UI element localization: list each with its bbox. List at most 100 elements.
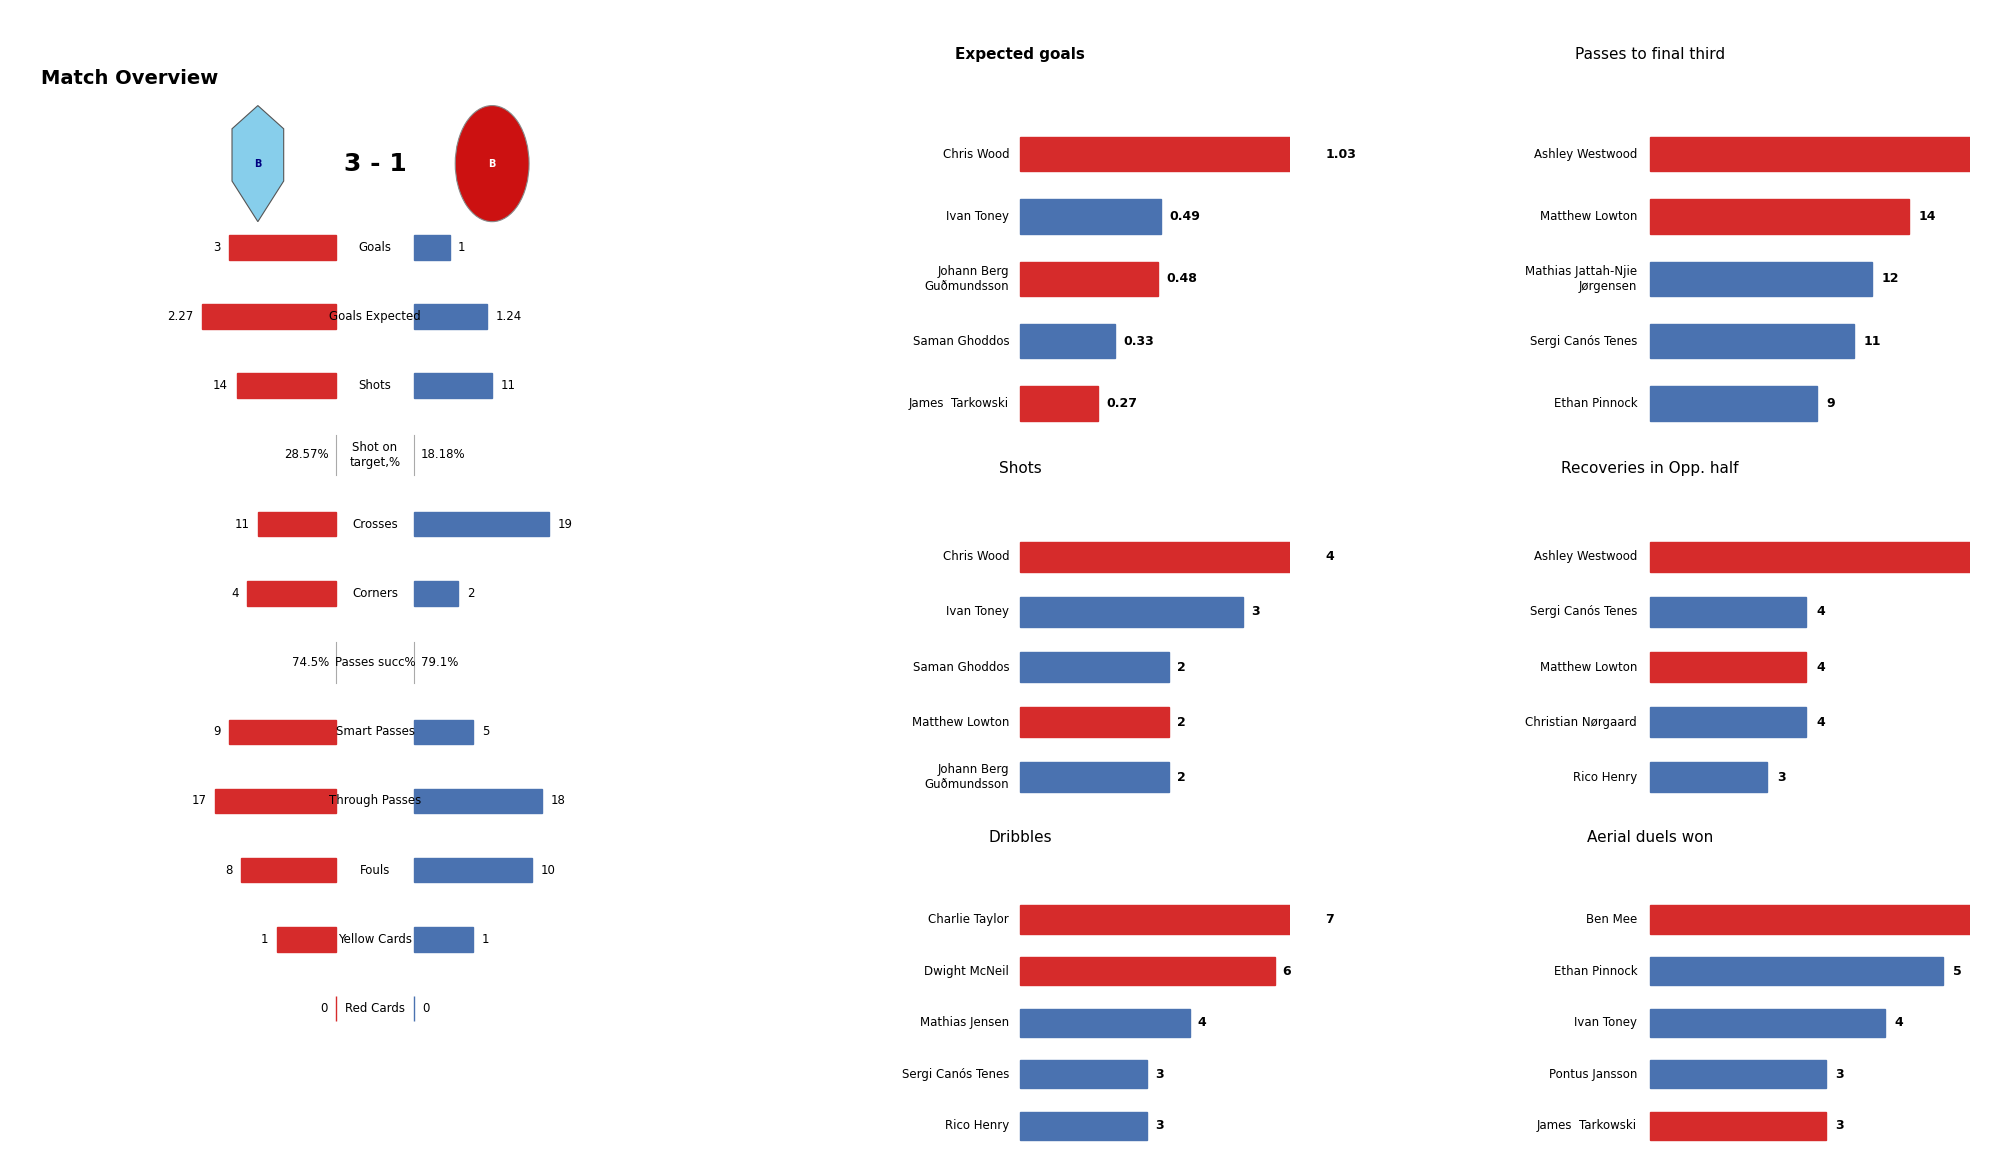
- Text: 79.1%: 79.1%: [422, 656, 458, 669]
- Text: 3: 3: [1250, 605, 1260, 618]
- Text: Sergi Canós Tenes: Sergi Canós Tenes: [902, 1068, 1010, 1081]
- Bar: [1020, 1112, 1148, 1140]
- Text: Goals: Goals: [358, 241, 392, 254]
- Text: Mathias Jattah-Njie
Jørgensen: Mathias Jattah-Njie Jørgensen: [1526, 264, 1638, 293]
- Text: Johann Berg
Guðmundsson: Johann Berg Guðmundsson: [924, 264, 1010, 293]
- Bar: [216, 788, 336, 813]
- Bar: [1650, 652, 1806, 683]
- Bar: [1650, 262, 1872, 296]
- Text: 1: 1: [260, 933, 268, 946]
- Text: 3: 3: [214, 241, 220, 254]
- Bar: [1650, 1008, 1884, 1036]
- Text: 9: 9: [1826, 397, 1834, 410]
- Text: 0.48: 0.48: [1166, 273, 1198, 286]
- Circle shape: [456, 106, 530, 222]
- Text: 2: 2: [1176, 660, 1186, 673]
- Bar: [1020, 1008, 1190, 1036]
- Bar: [414, 512, 548, 537]
- Text: 17: 17: [192, 794, 206, 807]
- Text: 0.49: 0.49: [1170, 210, 1200, 223]
- Bar: [1650, 1060, 1826, 1088]
- Text: Recoveries in Opp. half: Recoveries in Opp. half: [1562, 461, 1738, 476]
- Text: 0: 0: [320, 1002, 328, 1015]
- Bar: [258, 512, 336, 537]
- Text: 0.27: 0.27: [1106, 397, 1136, 410]
- Text: 3 - 1: 3 - 1: [344, 152, 406, 175]
- Text: 2.27: 2.27: [166, 310, 194, 323]
- Text: Shot on
target,%: Shot on target,%: [350, 441, 400, 469]
- Text: Smart Passes: Smart Passes: [336, 725, 414, 738]
- Bar: [1650, 906, 2000, 934]
- Text: 4: 4: [1198, 1016, 1206, 1029]
- Text: Chris Wood: Chris Wood: [942, 550, 1010, 563]
- Bar: [1650, 324, 1854, 358]
- Text: Ivan Toney: Ivan Toney: [946, 605, 1010, 618]
- Text: 7: 7: [1326, 913, 1334, 926]
- Text: Matthew Lowton: Matthew Lowton: [1540, 660, 1638, 673]
- Text: Mathias Jensen: Mathias Jensen: [920, 1016, 1010, 1029]
- Text: 19: 19: [558, 518, 572, 531]
- Bar: [1020, 906, 1316, 934]
- Text: Shots: Shots: [358, 380, 392, 392]
- Text: 3: 3: [1156, 1068, 1164, 1081]
- Text: 3: 3: [1836, 1068, 1844, 1081]
- Bar: [276, 927, 336, 952]
- Text: 2: 2: [1176, 716, 1186, 728]
- Text: 8: 8: [226, 864, 232, 877]
- Bar: [1020, 652, 1168, 683]
- Bar: [1020, 200, 1162, 234]
- Text: Rico Henry: Rico Henry: [944, 1120, 1010, 1133]
- Text: Ivan Toney: Ivan Toney: [946, 210, 1010, 223]
- Bar: [1020, 324, 1116, 358]
- Bar: [1650, 956, 1944, 986]
- Text: 2: 2: [1176, 771, 1186, 784]
- Text: James  Tarkowski: James Tarkowski: [1538, 1120, 1638, 1133]
- Text: 14: 14: [1918, 210, 1936, 223]
- Bar: [414, 927, 474, 952]
- Bar: [202, 304, 336, 329]
- Text: Expected goals: Expected goals: [956, 47, 1084, 62]
- Text: 10: 10: [540, 864, 556, 877]
- Text: Ashley Westwood: Ashley Westwood: [1534, 148, 1638, 161]
- Text: 2: 2: [466, 586, 474, 600]
- Text: 0: 0: [422, 1002, 430, 1015]
- Bar: [1020, 707, 1168, 738]
- Bar: [414, 719, 474, 744]
- Text: 6: 6: [1282, 965, 1292, 978]
- Text: Red Cards: Red Cards: [346, 1002, 404, 1015]
- Text: 11: 11: [234, 518, 250, 531]
- Text: 74.5%: 74.5%: [292, 656, 328, 669]
- Bar: [1020, 262, 1158, 296]
- Bar: [1650, 597, 1806, 627]
- Text: Charlie Taylor: Charlie Taylor: [928, 913, 1010, 926]
- Bar: [230, 235, 336, 260]
- Text: 28.57%: 28.57%: [284, 449, 328, 462]
- Bar: [236, 374, 336, 398]
- Text: 1: 1: [458, 241, 466, 254]
- Text: Crosses: Crosses: [352, 518, 398, 531]
- Bar: [1650, 542, 2000, 572]
- Text: 4: 4: [1816, 605, 1824, 618]
- Bar: [414, 788, 542, 813]
- Bar: [414, 235, 450, 260]
- Text: 4: 4: [1816, 660, 1824, 673]
- Bar: [230, 719, 336, 744]
- Text: 5: 5: [1952, 965, 1962, 978]
- Text: 3: 3: [1836, 1120, 1844, 1133]
- Text: Yellow Cards: Yellow Cards: [338, 933, 412, 946]
- Text: Fouls: Fouls: [360, 864, 390, 877]
- Text: Ethan Pinnock: Ethan Pinnock: [1554, 965, 1638, 978]
- Text: Rico Henry: Rico Henry: [1572, 771, 1638, 784]
- Text: B: B: [254, 159, 262, 169]
- Text: 4: 4: [1326, 550, 1334, 563]
- Text: Ben Mee: Ben Mee: [1586, 913, 1638, 926]
- Text: 9: 9: [214, 725, 220, 738]
- Text: 4: 4: [1816, 716, 1824, 728]
- Text: 14: 14: [214, 380, 228, 392]
- Bar: [414, 374, 492, 398]
- Text: Dribbles: Dribbles: [988, 830, 1052, 845]
- Text: 3: 3: [1156, 1120, 1164, 1133]
- Text: Ashley Westwood: Ashley Westwood: [1534, 550, 1638, 563]
- Text: Johann Berg
Guðmundsson: Johann Berg Guðmundsson: [924, 764, 1010, 791]
- Bar: [414, 858, 532, 882]
